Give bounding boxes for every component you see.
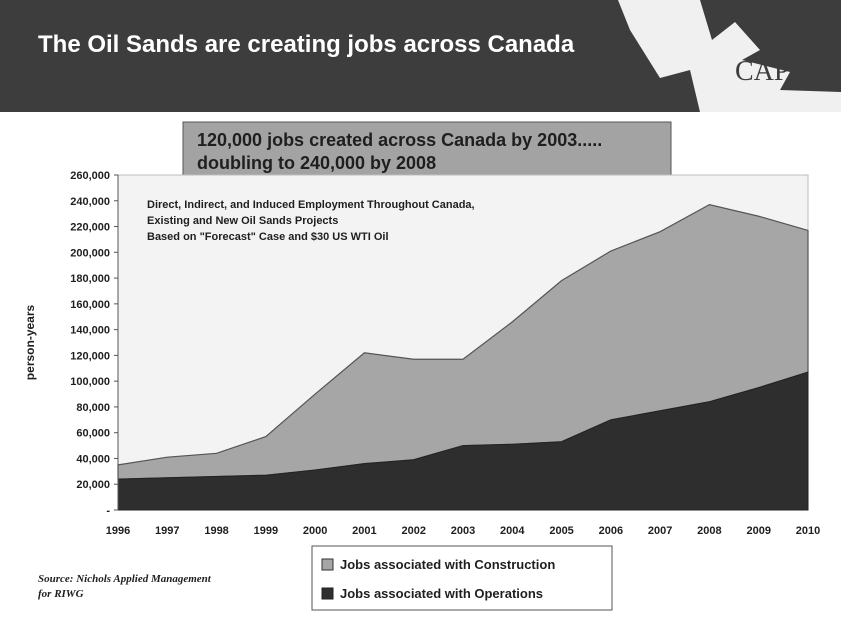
y-tick-label: 240,000	[70, 196, 110, 208]
legend-label-construction: Jobs associated with Construction	[340, 557, 555, 572]
y-tick-label: 120,000	[70, 350, 110, 362]
legend-label-operations: Jobs associated with Operations	[340, 586, 543, 601]
chart-annotation-line: Based on "Forecast" Case and $30 US WTI …	[147, 231, 389, 243]
y-tick-label: 100,000	[70, 376, 110, 388]
y-tick-label: 200,000	[70, 247, 110, 259]
source-line-2: for RIWG	[38, 588, 84, 600]
y-tick-label: -	[106, 505, 110, 517]
y-tick-label: 260,000	[70, 170, 110, 182]
chart-annotation-line: Existing and New Oil Sands Projects	[147, 215, 338, 227]
y-tick-label: 80,000	[76, 402, 110, 414]
y-tick-label: 40,000	[76, 453, 110, 465]
x-tick-label: 2009	[746, 525, 770, 537]
callout-box	[182, 121, 672, 179]
callout-line-1: 120,000 jobs created across Canada by 20…	[197, 130, 602, 150]
x-tick-label: 2008	[697, 525, 721, 537]
x-tick-label: 1996	[106, 525, 130, 537]
x-tick-label: 2010	[796, 525, 820, 537]
x-tick-label: 2002	[401, 525, 425, 537]
y-axis-label: person-years	[23, 304, 37, 380]
x-tick-label: 2005	[549, 525, 573, 537]
slide-title: The Oil Sands are creating jobs across C…	[38, 31, 575, 58]
capp-logo: CAPP	[735, 56, 805, 87]
x-tick-label: 2006	[599, 525, 623, 537]
x-tick-label: 2007	[648, 525, 672, 537]
x-tick-label: 1997	[155, 525, 179, 537]
y-tick-label: 180,000	[70, 273, 110, 285]
series-area-operations	[117, 371, 809, 511]
chart: - 20,000 40,000 60,000 80,000 100,000 120,000 1…	[23, 170, 820, 611]
legend-swatch-operations	[321, 587, 334, 600]
x-tick-label: 2001	[352, 525, 376, 537]
y-tick-label: 160,000	[70, 299, 110, 311]
x-tick-label: 2004	[500, 525, 525, 537]
x-tick-label: 1999	[254, 525, 278, 537]
x-tick-label: 2003	[451, 525, 475, 537]
chart-annotation-line: Direct, Indirect, and Induced Employment…	[147, 199, 475, 211]
maple-leaf-shape	[618, 0, 841, 112]
y-tick-label: 60,000	[76, 428, 110, 440]
source-line-1: Source: Nichols Applied Management	[38, 573, 212, 585]
y-tick-label: 140,000	[70, 325, 110, 337]
legend-swatch-construction	[321, 558, 334, 571]
legend-box	[311, 545, 613, 611]
x-tick-label: 1998	[204, 525, 228, 537]
x-tick-label: 2000	[303, 525, 327, 537]
callout-line-2: doubling to 240,000 by 2008	[197, 153, 436, 173]
y-tick-label: 220,000	[70, 222, 110, 234]
y-tick-label: 20,000	[76, 479, 110, 491]
